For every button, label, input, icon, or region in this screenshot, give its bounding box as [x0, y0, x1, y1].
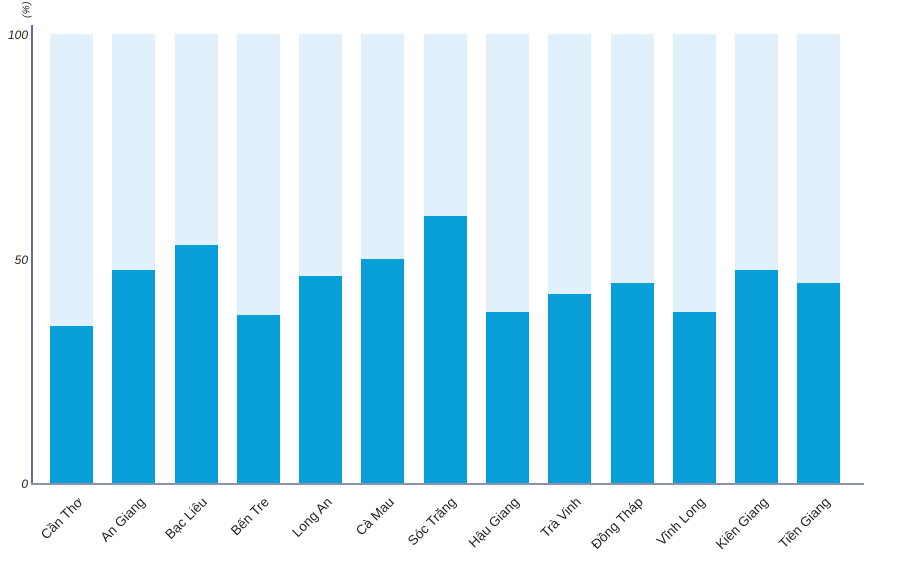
bar-Cần Thơ — [50, 325, 93, 483]
bar-column — [672, 34, 716, 483]
bar-column — [361, 34, 405, 483]
bar-Kiên Giang — [735, 269, 779, 483]
bar-Tiền Giang — [797, 283, 841, 483]
bar-column — [735, 34, 779, 483]
bar-Cà Mau — [361, 258, 405, 483]
y-tick-label: 0 — [21, 477, 28, 491]
bar-Vĩnh Long — [672, 312, 716, 483]
bar-column — [236, 34, 280, 483]
bar-column — [548, 34, 592, 483]
bar-Sóc Trăng — [423, 215, 467, 483]
bar-Bến Tre — [236, 314, 280, 483]
bar-Hậu Giang — [486, 312, 530, 483]
y-tick-label: 100 — [7, 28, 28, 42]
y-axis-title: (%) — [21, 0, 33, 19]
bar-column — [797, 34, 841, 483]
y-axis-line — [31, 25, 33, 484]
bar-column — [174, 34, 218, 483]
bar-column — [423, 34, 467, 483]
bar-An Giang — [112, 269, 156, 483]
bar-column — [486, 34, 530, 483]
x-axis-label: Cần Thơ — [37, 494, 86, 543]
bar-Bạc Liêu — [174, 245, 218, 483]
bar-column — [50, 34, 93, 483]
bar-column — [299, 34, 343, 483]
bar-Đồng Tháp — [610, 283, 654, 483]
bar-Trà Vinh — [548, 294, 592, 483]
y-tick-label: 50 — [14, 252, 28, 267]
x-axis-baseline — [31, 483, 864, 485]
bar-Long An — [299, 276, 343, 483]
bar-column — [610, 34, 654, 483]
bar-column — [112, 34, 156, 483]
